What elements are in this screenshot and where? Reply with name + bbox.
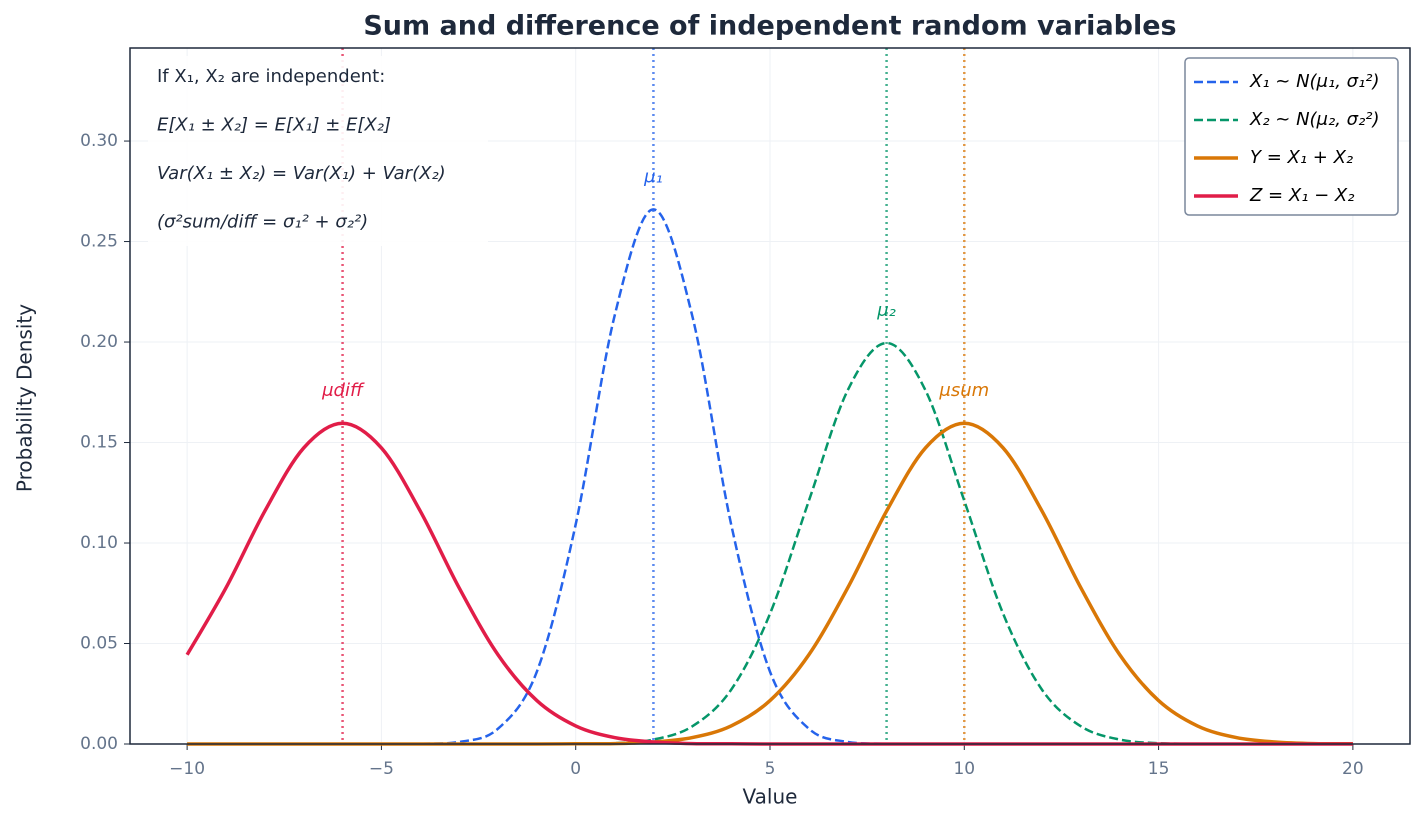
y-tick-label: 0.20 (80, 332, 118, 352)
annotation-line: E[X₁ ± X₂] = E[X₁] ± E[X₂] (157, 115, 391, 136)
y-tick-label: 0.05 (80, 634, 118, 654)
x-tick-label: 15 (1148, 759, 1170, 779)
annotation: If X₁, X₂ are independent: E[X₁ ± X₂] = E… (148, 56, 488, 246)
mean-label: μdiff (321, 380, 365, 401)
x-tick-label: 10 (953, 759, 975, 779)
legend-label: Y = X₁ + X₂ (1250, 147, 1353, 168)
legend-label: Z = X₁ − X₂ (1249, 185, 1354, 206)
x-tick-label: 5 (765, 759, 776, 779)
y-tick-label: 0.15 (80, 433, 118, 453)
x-axis-label: Value (743, 785, 798, 809)
annotation-line: If X₁, X₂ are independent: (157, 66, 385, 87)
legend-label: X₁ ~ N(μ₁, σ₁²) (1249, 71, 1380, 92)
y-tick-label: 0.00 (80, 734, 118, 754)
annotation-box (148, 56, 488, 246)
y-tick-label: 0.10 (80, 533, 118, 553)
annotation-line: Var(X₁ ± X₂) = Var(X₁) + Var(X₂) (157, 163, 446, 184)
mean-label: μsum (938, 380, 989, 401)
legend-box (1184, 57, 1399, 216)
plot-frame (129, 47, 1411, 745)
y-axis-label: Probability Density (13, 304, 37, 492)
chart-title: Sum and difference of independent random… (363, 11, 1176, 42)
mean-label: μ₁ (643, 166, 663, 187)
legend-label: X₂ ~ N(μ₂, σ₂²) (1249, 109, 1380, 130)
y-tick-label: 0.25 (80, 232, 118, 252)
x-tick-label: −10 (169, 759, 205, 779)
x-tick-label: 20 (1342, 759, 1364, 779)
mean-label: μ₂ (876, 300, 896, 321)
legend: X₁ ~ N(μ₁, σ₁²) X₂ ~ N(μ₂, σ₂²) Y = X₁ + X… (1184, 57, 1399, 216)
x-tick-label: 0 (570, 759, 581, 779)
x-tick-label: −5 (369, 759, 394, 779)
y-tick-label: 0.30 (80, 131, 118, 151)
annotation-line: (σ²sum/diff = σ₁² + σ₂²) (157, 212, 368, 233)
